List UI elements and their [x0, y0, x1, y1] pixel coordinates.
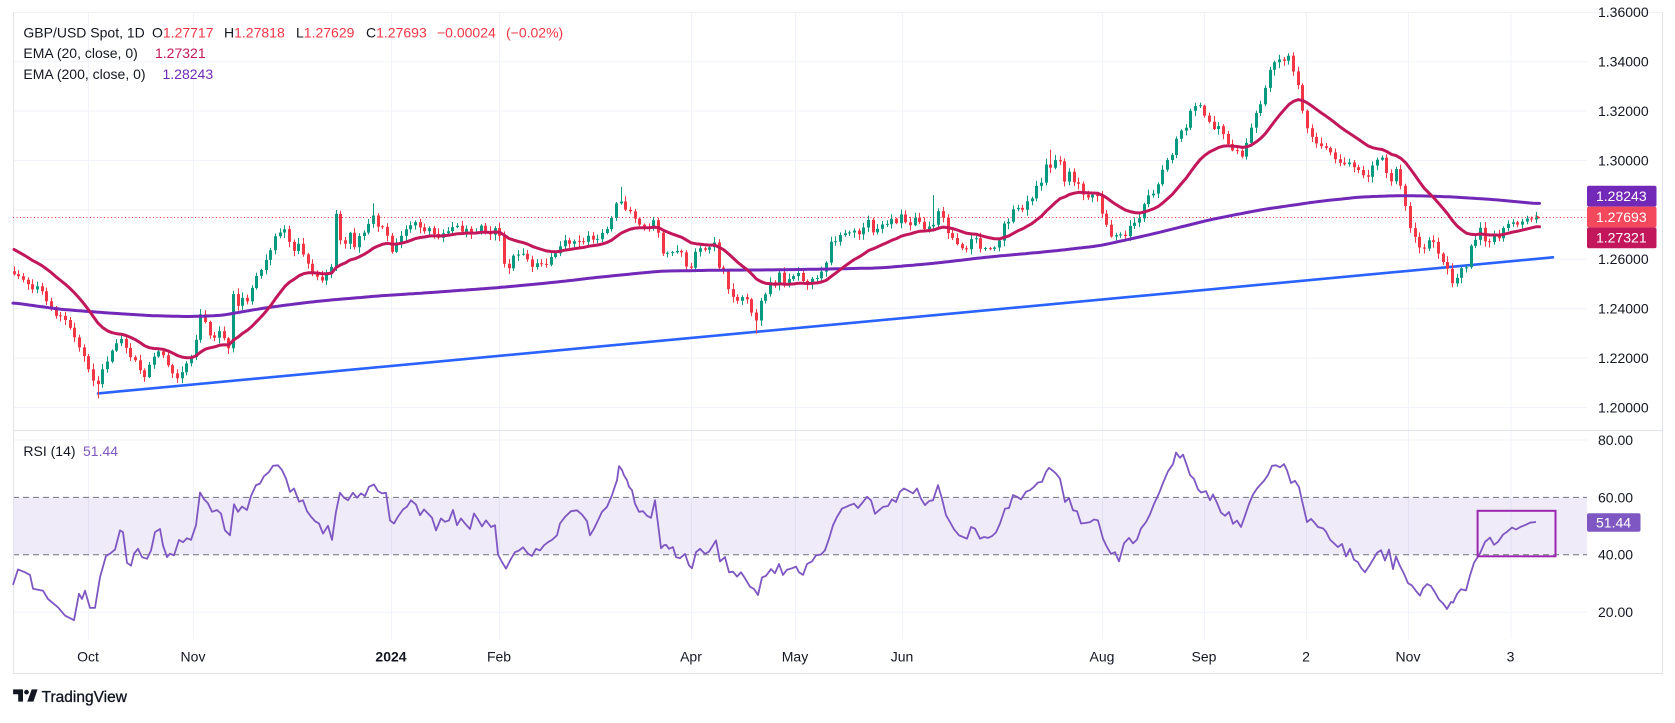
svg-text:1.32000: 1.32000	[1598, 103, 1649, 119]
svg-text:40.00: 40.00	[1598, 547, 1633, 563]
svg-text:60.00: 60.00	[1598, 489, 1633, 505]
svg-text:1.34000: 1.34000	[1598, 54, 1649, 70]
svg-text:May: May	[782, 649, 808, 665]
svg-text:1.24000: 1.24000	[1598, 301, 1649, 317]
svg-text:Nov: Nov	[181, 649, 206, 665]
svg-text:1.20000: 1.20000	[1598, 399, 1649, 415]
svg-text:2: 2	[1302, 649, 1310, 665]
svg-text:1.22000: 1.22000	[1598, 350, 1649, 366]
svg-text:1.27693: 1.27693	[1596, 209, 1647, 225]
svg-text:20.00: 20.00	[1598, 604, 1633, 620]
svg-text:Sep: Sep	[1192, 649, 1217, 665]
svg-text:1.30000: 1.30000	[1598, 152, 1649, 168]
svg-text:Nov: Nov	[1396, 649, 1421, 665]
svg-text:3: 3	[1507, 649, 1515, 665]
svg-text:1.28243: 1.28243	[1596, 188, 1647, 204]
svg-text:Jun: Jun	[891, 649, 914, 665]
svg-text:1.27321: 1.27321	[1596, 230, 1647, 246]
svg-text:Oct: Oct	[77, 649, 99, 665]
svg-text:Apr: Apr	[680, 649, 702, 665]
svg-text:1.26000: 1.26000	[1598, 251, 1649, 267]
svg-text:51.44: 51.44	[1596, 514, 1631, 530]
svg-text:Feb: Feb	[487, 649, 511, 665]
svg-text:TradingView: TradingView	[42, 689, 128, 706]
svg-text:EMA (20, close, 0)1.27321: EMA (20, close, 0) 1.27321	[23, 45, 205, 61]
svg-text:2024: 2024	[375, 649, 406, 665]
svg-text:RSI (14)51.44: RSI (14) 51.44	[23, 443, 118, 459]
svg-text:80.00: 80.00	[1598, 432, 1633, 448]
svg-text:1.36000: 1.36000	[1598, 4, 1649, 20]
svg-text:Aug: Aug	[1090, 649, 1115, 665]
svg-text:EMA (200, close, 0)1.28243: EMA (200, close, 0) 1.28243	[23, 66, 213, 82]
